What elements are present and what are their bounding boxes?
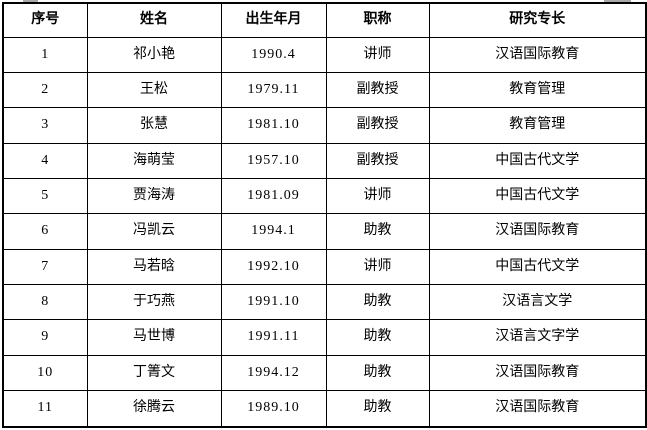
cell-specialty: 教育管理 [428,71,647,109]
cell-specialty: 中国古代文学 [428,248,647,285]
cell-no: 7 [2,248,88,285]
table-row: 5 贾海涛 1981.09 讲师 中国古代文学 [2,177,647,215]
cell-title: 助教 [325,354,430,391]
header-row: 序号 姓名 出生年月 职称 研究专长 [2,2,647,38]
cell-title: 讲师 [325,248,430,285]
cell-name: 贾海涛 [86,177,222,215]
table-row: 3 张慧 1981.10 副教授 教育管理 [2,107,647,144]
cell-name: 于巧燕 [86,283,222,321]
cell-title: 副教授 [325,142,430,179]
cell-specialty: 中国古代文学 [428,177,647,215]
table-row: 1 祁小艳 1990.4 讲师 汉语国际教育 [2,36,647,73]
cell-name: 冯凯云 [86,213,222,250]
cell-title: 副教授 [325,107,430,144]
cell-name: 祁小艳 [86,36,222,73]
cell-birth: 1957.10 [220,142,327,179]
cell-no: 3 [2,107,88,144]
cell-specialty: 汉语国际教育 [428,389,647,428]
cell-title: 助教 [325,319,430,356]
table-row: 11 徐腾云 1989.10 助教 汉语国际教育 [2,389,647,428]
cell-no: 10 [2,354,88,391]
cell-specialty: 汉语国际教育 [428,354,647,391]
header-name: 姓名 [86,2,222,38]
cell-specialty: 汉语国际教育 [428,36,647,73]
cell-name: 马若晗 [86,248,222,285]
cell-no: 6 [2,213,88,250]
header-title: 职称 [325,2,430,38]
table-row: 2 王松 1979.11 副教授 教育管理 [2,71,647,109]
cell-title: 助教 [325,213,430,250]
cell-no: 8 [2,283,88,321]
cell-title: 讲师 [325,177,430,215]
artifact-mark-left [23,0,38,2]
cell-title: 助教 [325,283,430,321]
table-row: 7 马若晗 1992.10 讲师 中国古代文学 [2,248,647,285]
cell-birth: 1990.4 [220,36,327,73]
header-no: 序号 [2,2,88,38]
cell-name: 丁箐文 [86,354,222,391]
cell-name: 张慧 [86,107,222,144]
cell-name: 王松 [86,71,222,109]
cell-specialty: 中国古代文学 [428,142,647,179]
table-row: 10 丁箐文 1994.12 助教 汉语国际教育 [2,354,647,391]
cell-birth: 1991.10 [220,283,327,321]
cell-birth: 1981.09 [220,177,327,215]
cell-no: 5 [2,177,88,215]
cell-name: 徐腾云 [86,389,222,428]
cell-name: 马世博 [86,319,222,356]
cell-specialty: 教育管理 [428,107,647,144]
cell-specialty: 汉语言文学 [428,283,647,321]
table-row: 6 冯凯云 1994.1 助教 汉语国际教育 [2,213,647,250]
table-row: 4 海萌莹 1957.10 副教授 中国古代文学 [2,142,647,179]
artifact-mark-right [604,0,631,3]
header-specialty: 研究专长 [428,2,647,38]
cell-specialty: 汉语言文字学 [428,319,647,356]
cell-name: 海萌莹 [86,142,222,179]
cell-title: 讲师 [325,36,430,73]
table-row: 9 马世博 1991.11 助教 汉语言文字学 [2,319,647,356]
cell-birth: 1994.12 [220,354,327,391]
cell-birth: 1979.11 [220,71,327,109]
header-birth: 出生年月 [220,2,327,38]
cell-birth: 1991.11 [220,319,327,356]
cell-no: 4 [2,142,88,179]
cell-no: 9 [2,319,88,356]
cell-birth: 1981.10 [220,107,327,144]
cell-title: 副教授 [325,71,430,109]
cell-specialty: 汉语国际教育 [428,213,647,250]
cell-no: 11 [2,389,88,428]
cell-no: 1 [2,36,88,73]
cell-birth: 1994.1 [220,213,327,250]
table-row: 8 于巧燕 1991.10 助教 汉语言文学 [2,283,647,321]
cell-birth: 1992.10 [220,248,327,285]
cell-title: 助教 [325,389,430,428]
cell-no: 2 [2,71,88,109]
cell-birth: 1989.10 [220,389,327,428]
